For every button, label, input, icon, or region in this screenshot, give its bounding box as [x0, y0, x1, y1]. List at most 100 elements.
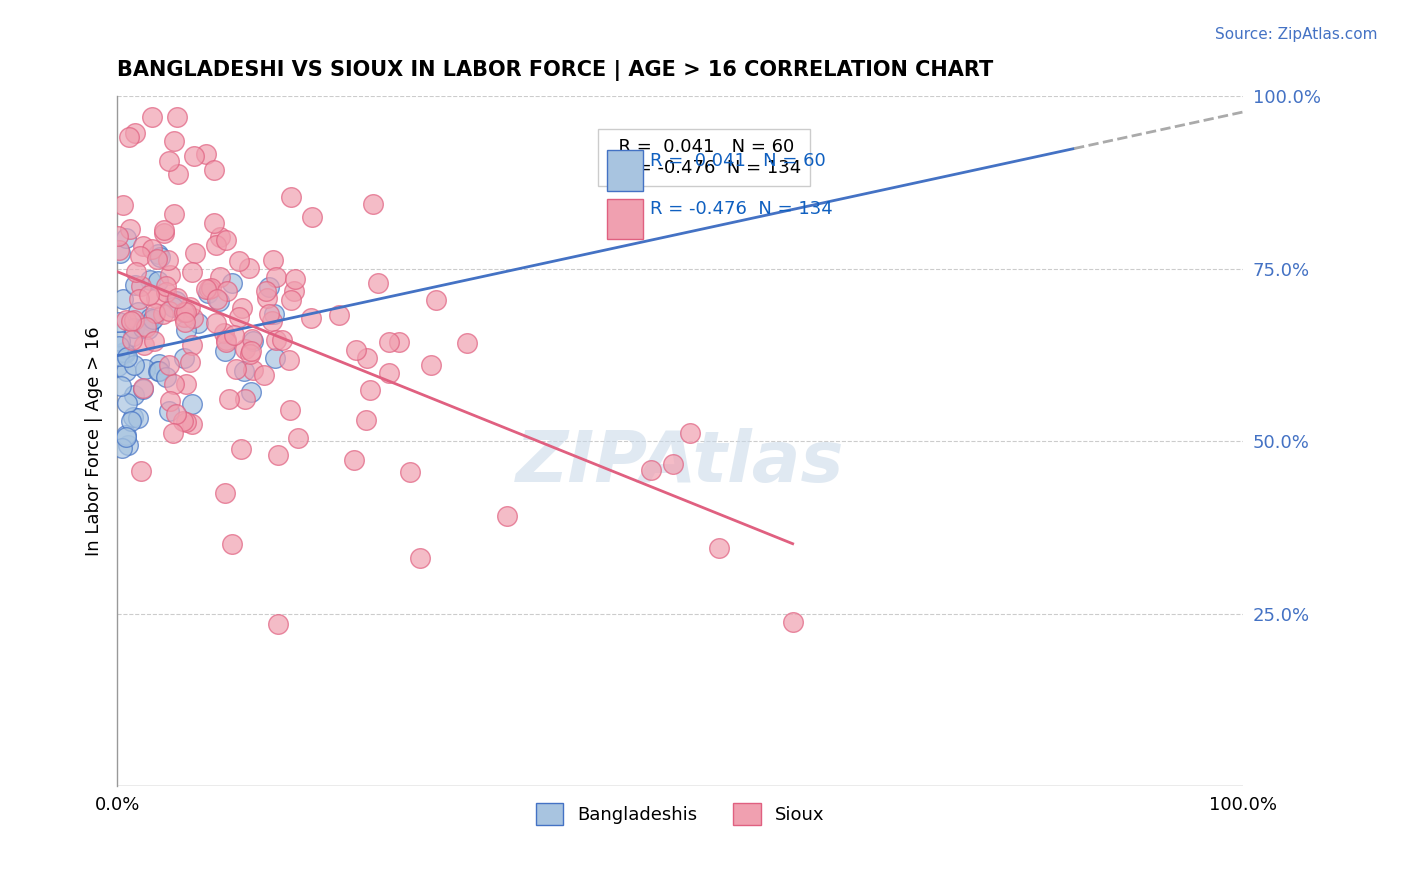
- Point: [108, 243, 131, 257]
- Point: [112, 345, 135, 359]
- Point: [217, 285, 239, 299]
- Point: [239, 347, 262, 361]
- Point: [136, 322, 159, 336]
- Point: [162, 301, 184, 315]
- Point: [252, 368, 274, 382]
- Point: [197, 286, 219, 301]
- Point: [280, 403, 302, 417]
- Point: [149, 250, 172, 264]
- Point: [235, 392, 257, 406]
- Point: [131, 382, 153, 396]
- Point: [208, 270, 231, 285]
- Point: [180, 397, 202, 411]
- Point: [343, 453, 366, 467]
- Point: [159, 268, 181, 282]
- Point: [163, 376, 186, 391]
- Point: [195, 282, 218, 296]
- Point: [283, 284, 305, 298]
- Point: [159, 393, 181, 408]
- Point: [143, 306, 166, 320]
- Point: [254, 285, 277, 299]
- Point: [157, 303, 180, 318]
- Point: [174, 415, 197, 429]
- Point: [114, 345, 136, 359]
- Point: [143, 334, 166, 348]
- Point: [115, 350, 138, 364]
- Point: [110, 334, 132, 348]
- Point: [180, 338, 202, 352]
- Point: [378, 366, 401, 380]
- Point: [194, 147, 217, 161]
- Point: [205, 237, 228, 252]
- Point: [127, 410, 149, 425]
- Point: [231, 301, 253, 316]
- Point: [121, 334, 143, 348]
- Point: [163, 207, 186, 221]
- Point: [120, 414, 142, 428]
- Point: [162, 426, 184, 441]
- Point: [267, 448, 290, 462]
- Point: [181, 417, 204, 431]
- Point: [215, 334, 238, 349]
- Point: [129, 279, 152, 293]
- Point: [299, 311, 322, 326]
- Point: [134, 338, 156, 352]
- Point: [110, 379, 132, 393]
- Point: [132, 239, 155, 253]
- Point: [187, 316, 209, 330]
- Point: [134, 361, 156, 376]
- Point: [707, 541, 730, 555]
- Point: [131, 381, 153, 395]
- Point: [228, 310, 250, 325]
- Point: [122, 313, 145, 327]
- Point: [408, 551, 430, 566]
- Point: [139, 314, 162, 328]
- Point: [125, 265, 148, 279]
- Point: [260, 314, 283, 328]
- Point: [172, 414, 194, 428]
- Point: [425, 293, 447, 307]
- Point: [183, 310, 205, 325]
- Point: [122, 358, 145, 372]
- Point: [139, 273, 162, 287]
- Point: [215, 233, 238, 247]
- Point: [145, 292, 167, 306]
- Point: [111, 441, 134, 455]
- Point: [115, 430, 138, 444]
- Point: [239, 344, 262, 359]
- Point: [166, 294, 188, 309]
- Point: [640, 463, 662, 477]
- Point: [361, 197, 384, 211]
- Point: [107, 359, 129, 373]
- Point: [148, 357, 170, 371]
- Point: [173, 351, 195, 365]
- Point: [153, 223, 176, 237]
- Point: [214, 344, 236, 359]
- Point: [166, 110, 188, 124]
- Point: [148, 274, 170, 288]
- Text: R = -0.476  N = 134: R = -0.476 N = 134: [650, 200, 832, 218]
- Point: [344, 343, 367, 358]
- Point: [122, 320, 145, 334]
- Point: [128, 292, 150, 306]
- Point: [108, 349, 131, 363]
- Point: [356, 351, 378, 365]
- Point: [155, 370, 177, 384]
- Point: [232, 364, 254, 378]
- Point: [132, 321, 155, 335]
- Point: [166, 167, 188, 181]
- Point: [218, 392, 240, 407]
- Point: [115, 427, 138, 442]
- Point: [114, 230, 136, 244]
- Point: [398, 466, 420, 480]
- Point: [148, 247, 170, 261]
- Point: [679, 425, 702, 440]
- Point: [129, 464, 152, 478]
- Point: [107, 229, 129, 244]
- Point: [280, 190, 302, 204]
- FancyBboxPatch shape: [607, 150, 643, 191]
- Point: [262, 253, 284, 268]
- Text: BANGLADESHI VS SIOUX IN LABOR FORCE | AGE > 16 CORRELATION CHART: BANGLADESHI VS SIOUX IN LABOR FORCE | AG…: [117, 60, 994, 80]
- Point: [181, 265, 204, 279]
- Point: [173, 310, 195, 324]
